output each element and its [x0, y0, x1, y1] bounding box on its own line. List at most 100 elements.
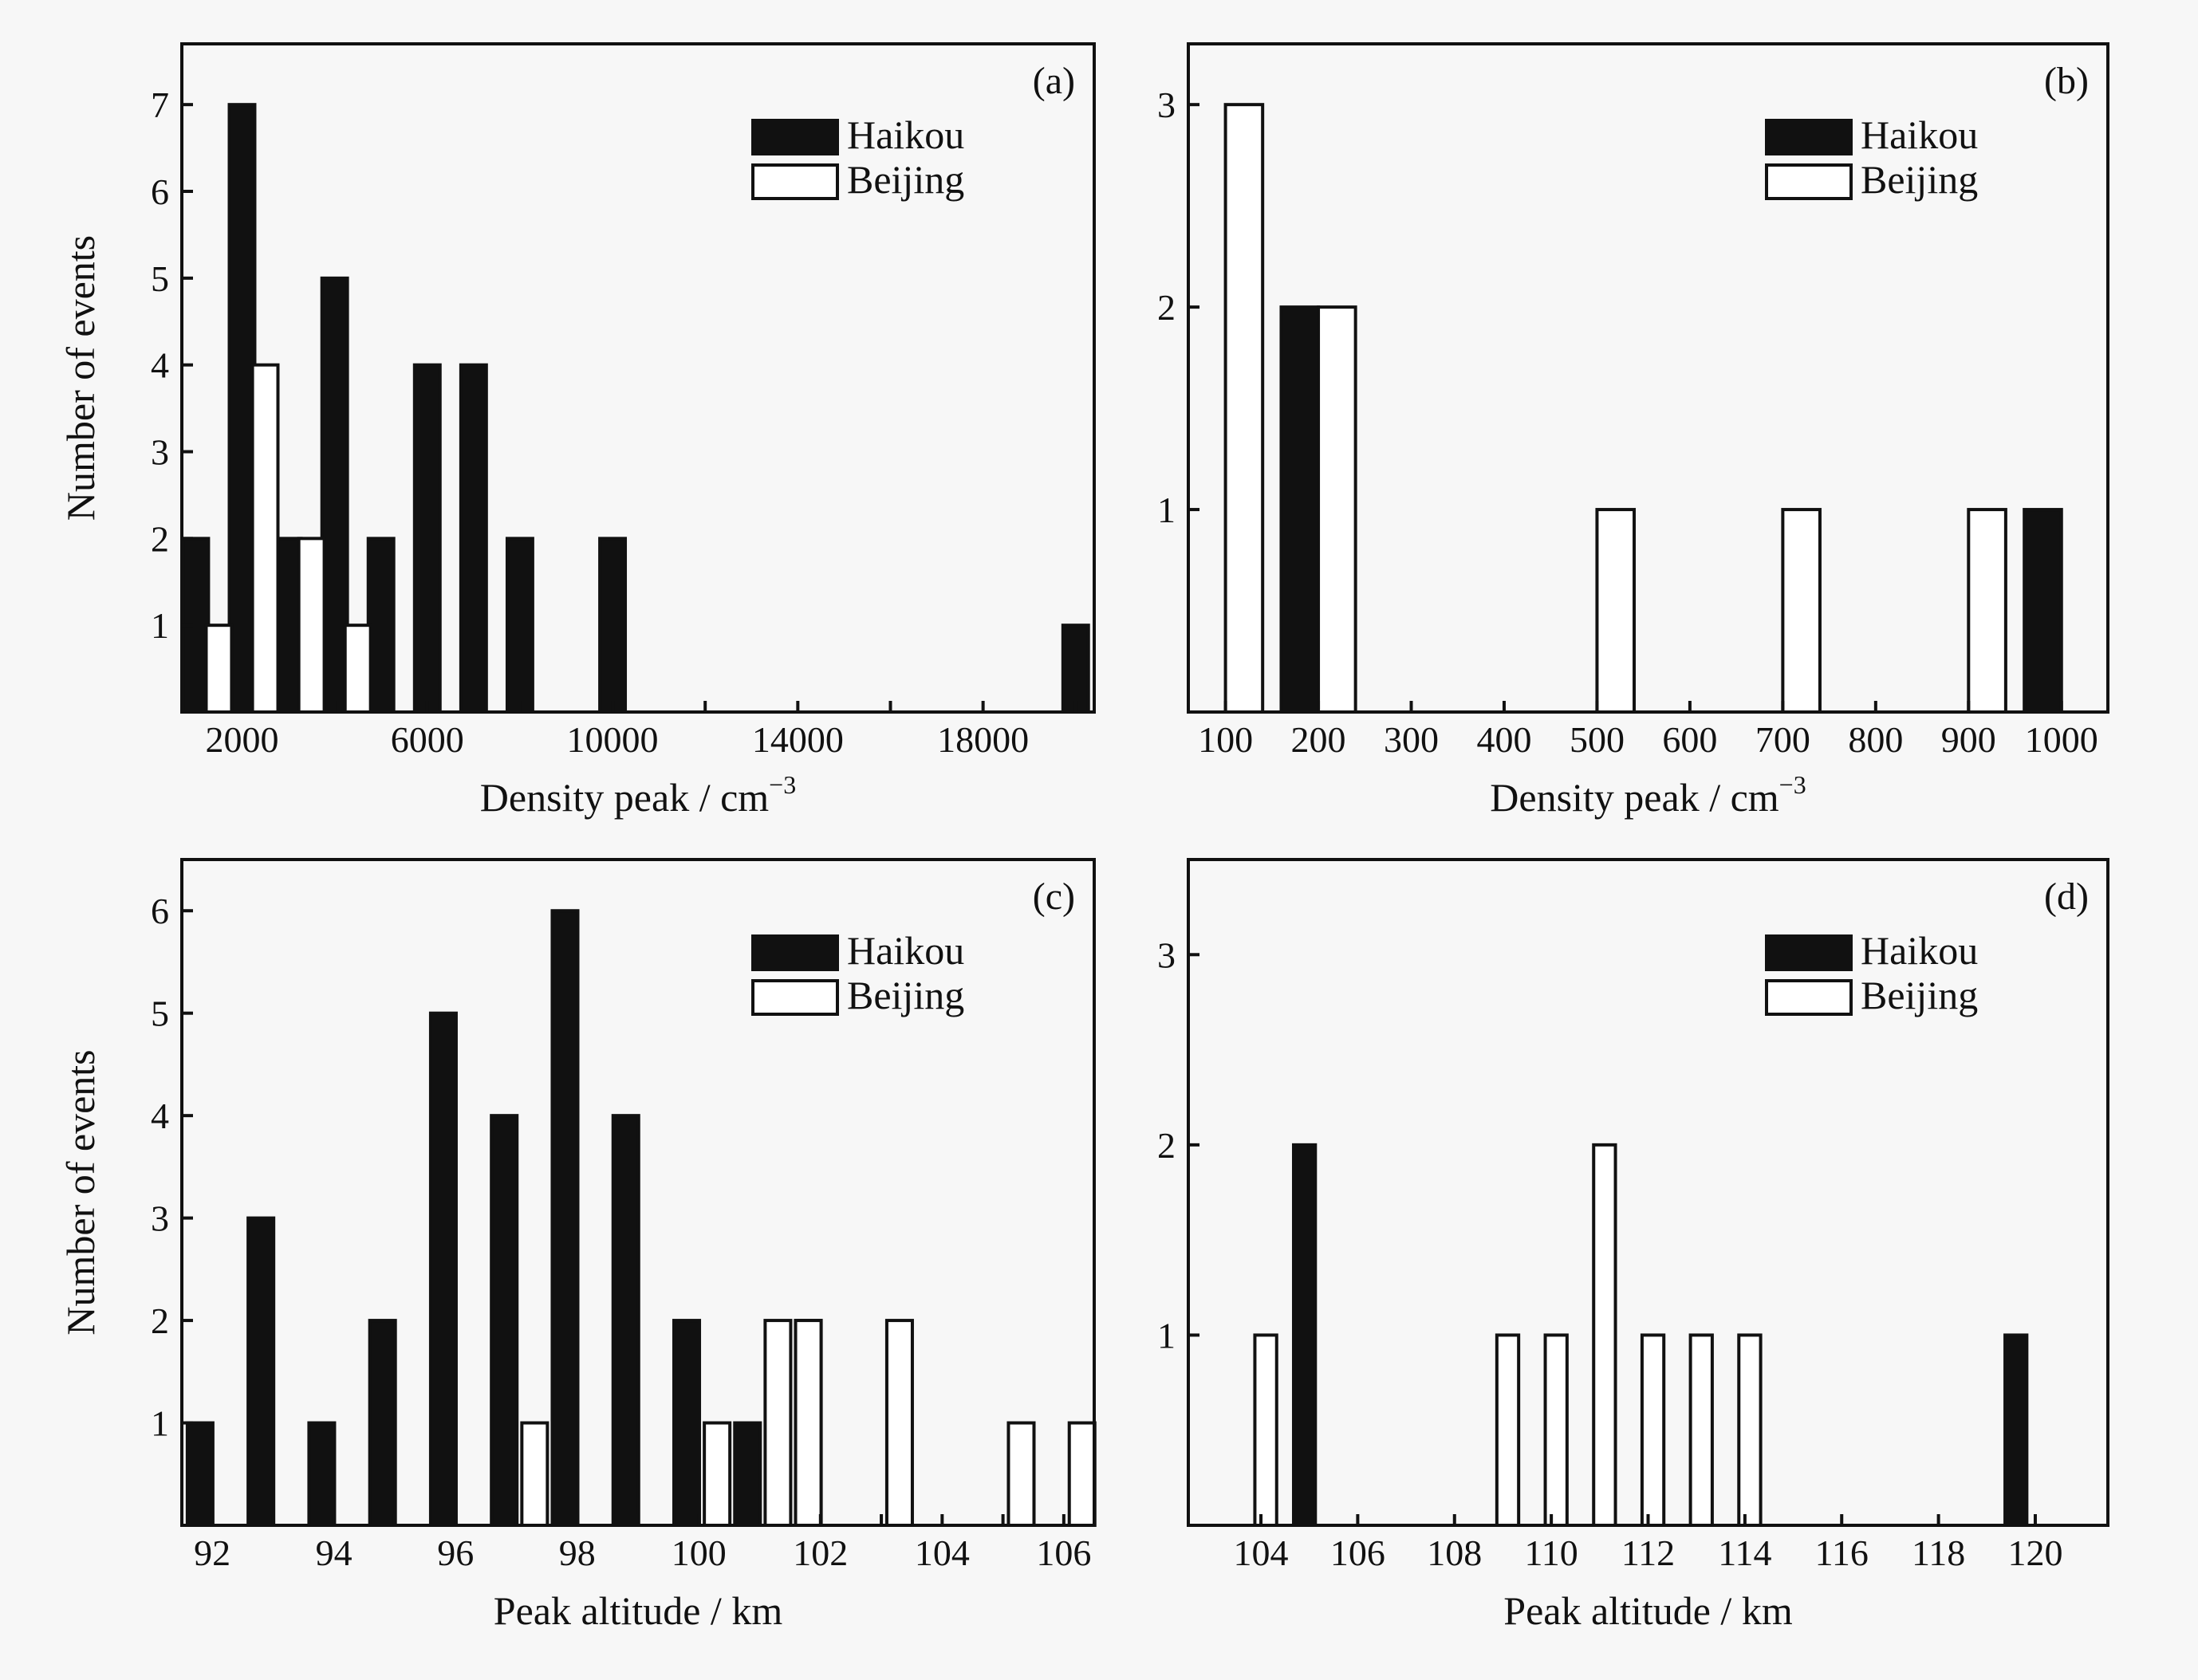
bar: [307, 1421, 337, 1527]
series-beijing: [1253, 1143, 1763, 1528]
series-haikou: [185, 909, 823, 1527]
x-tick-label: 120: [2007, 1532, 2062, 1573]
y-tick-label: 1: [1157, 1315, 1176, 1355]
bar: [1317, 305, 1357, 714]
y-tick-label: 2: [151, 1300, 169, 1341]
bar: [297, 537, 326, 714]
legend-swatch: [751, 119, 839, 155]
plot-frame: [1187, 42, 2109, 714]
panel-letter: (c): [1033, 875, 1075, 918]
bar: [763, 1319, 793, 1527]
x-tick-label: 18000: [937, 719, 1029, 760]
y-tick-label: 4: [151, 1096, 169, 1136]
panel-letter: (b): [2044, 60, 2089, 102]
x-tick-label: 108: [1427, 1532, 1482, 1573]
legend-label: Haikou: [1861, 928, 1978, 973]
legend-label: Beijing: [1861, 157, 1978, 202]
series-haikou: [1291, 1143, 2029, 1528]
bar: [703, 1421, 732, 1527]
bar: [1737, 1333, 1763, 1528]
x-axis-label: Peak altitude / km: [1503, 1588, 1793, 1633]
x-tick-label: 104: [915, 1532, 970, 1573]
bar: [2003, 1333, 2029, 1528]
x-tick-label: 14000: [752, 719, 844, 760]
bar: [733, 1421, 762, 1527]
x-tick-label: 92: [194, 1532, 230, 1573]
legend-label: Beijing: [1861, 973, 1978, 1017]
y-tick-label: 4: [151, 345, 169, 386]
bar: [884, 1319, 914, 1527]
x-tick-label: 104: [1234, 1532, 1289, 1573]
panel-b: 100 200 300 400 500 600 700 800 900 1000 1 2 3 Densit…: [1157, 42, 2109, 820]
series-haikou: [181, 103, 1090, 714]
bar: [505, 537, 534, 714]
bar: [1543, 1333, 1569, 1528]
x-tick-label: 94: [316, 1532, 353, 1573]
y-tick-label: 2: [1157, 287, 1176, 328]
bar: [1061, 624, 1090, 714]
legend-swatch: [1765, 979, 1853, 1016]
y-tick-label: 3: [1157, 934, 1176, 975]
y-tick-label: 5: [151, 258, 169, 299]
y-tick-label: 7: [151, 85, 169, 125]
bar: [1067, 1421, 1097, 1527]
x-tick-label: 112: [1621, 1532, 1675, 1573]
bar: [1006, 1421, 1036, 1527]
legend-swatch: [1765, 163, 1853, 200]
y-axis-label: Number of events: [58, 235, 103, 521]
y-tick-label: 2: [1157, 1125, 1176, 1166]
x-tick-label: 100: [1198, 719, 1253, 760]
panel-letter: (d): [2044, 875, 2089, 918]
bar: [185, 1421, 215, 1527]
bar: [1640, 1333, 1666, 1528]
y-axis-label: Number of events: [58, 1049, 103, 1335]
legend-label: Haikou: [1861, 112, 1978, 157]
bar: [490, 1114, 519, 1527]
bar: [1967, 508, 2007, 714]
bar: [412, 363, 442, 714]
legend-swatch: [1765, 119, 1853, 155]
panel-c: 92 94 96 98 100 102 104 106 1 2 3 4 5 6 Peak altitude …: [58, 858, 1097, 1633]
panel-d: 104 106 108 110 112 114 116 118 120 1 2 3 Peak altit…: [1157, 858, 2109, 1633]
panel-a: 2000 6000 10000 14000 18000 1 2 3 4 5 6 7 Density pe…: [58, 42, 1096, 820]
x-tick-label: 114: [1718, 1532, 1771, 1573]
bar: [550, 909, 580, 1527]
y-tick-label: 6: [151, 891, 169, 931]
legend-label: Beijing: [847, 157, 964, 202]
x-tick-label: 800: [1848, 719, 1903, 760]
x-axis-label: Density peak / cm−3: [480, 770, 796, 820]
bar: [459, 363, 488, 714]
x-tick-label: 200: [1291, 719, 1346, 760]
x-tick-label: 118: [1912, 1532, 1965, 1573]
x-tick-label: 900: [1941, 719, 1996, 760]
bar: [1253, 1333, 1278, 1528]
x-tick-label: 400: [1476, 719, 1531, 760]
legend-swatch: [1765, 934, 1853, 971]
series-haikou: [1279, 305, 2063, 714]
y-tick-label: 1: [1157, 490, 1176, 530]
bar: [1592, 1143, 1617, 1528]
legend-label: Haikou: [847, 928, 964, 973]
series-beijing: [520, 1319, 1097, 1527]
y-tick-label: 2: [151, 518, 169, 559]
bar: [1595, 508, 1637, 714]
x-tick-label: 106: [1330, 1532, 1385, 1573]
series-beijing: [204, 363, 372, 714]
bar: [368, 1319, 397, 1527]
x-tick-label: 6000: [391, 719, 464, 760]
x-tick-label: 700: [1755, 719, 1810, 760]
x-axis-label: Peak altitude / km: [494, 1588, 783, 1633]
bar: [343, 624, 372, 714]
x-axis-label: Density peak / cm−3: [1490, 770, 1806, 820]
legend-swatch: [751, 163, 839, 200]
x-tick-label: 106: [1036, 1532, 1091, 1573]
bar: [611, 1114, 640, 1527]
bar: [246, 1216, 276, 1527]
y-tick-label: 3: [1157, 85, 1176, 125]
x-tick-label: 116: [1815, 1532, 1869, 1573]
bar: [1781, 508, 1822, 714]
bar: [598, 537, 628, 714]
bar: [320, 276, 349, 714]
